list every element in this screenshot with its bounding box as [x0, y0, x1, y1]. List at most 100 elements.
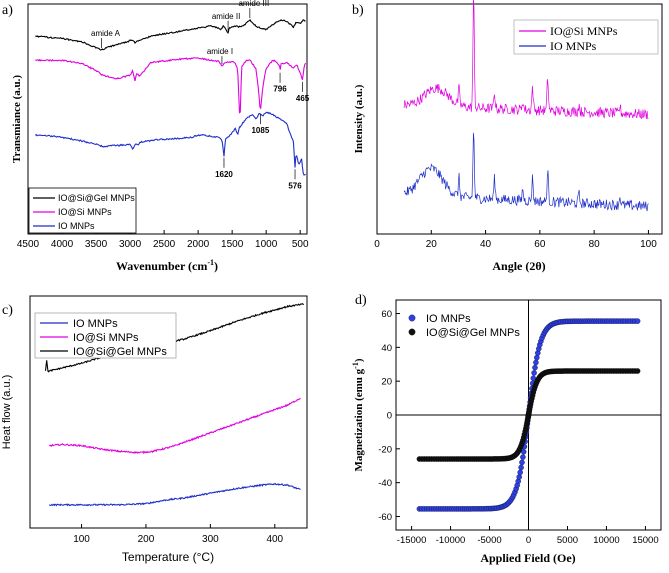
panel-a-legend-label-1: IO@Si MNPs [58, 207, 112, 217]
panel-d-point-1-140 [634, 368, 641, 374]
panel-b-legend-label-1: IO MNPs [550, 39, 597, 53]
panel-a: a) 4500 4000 3500 3000 2500 2000 1500 1000 500 a… [2, 0, 310, 273]
panel-b-frame [376, 3, 663, 235]
panel-b-x-tick-label-1: 20 [426, 239, 438, 250]
panel-c-xlabel: Temperature (°C) [122, 550, 214, 564]
panel-d-series [416, 318, 641, 512]
panel-b-x-tick-label-5: 100 [640, 239, 657, 250]
panel-b-x-ticks: 0 20 40 60 80 100 [374, 230, 657, 250]
panel-a-legend: IO@Si@Gel MNPs IO@Si MNPs IO MNPs [28, 187, 137, 234]
panel-d-legend: IO MNPs IO@Si@Gel MNPs [408, 313, 520, 339]
panel-a-x-tick-label-3: 3000 [119, 239, 142, 250]
panel-d-y-tick-label-3: 0 [387, 411, 392, 422]
panel-a-x-tick-label-1: 4000 [51, 239, 74, 250]
panel-b-x-tick-label-4: 80 [589, 239, 601, 250]
panel-b-label: b) [352, 3, 364, 18]
panel-c-x-tick-label-3: 400 [266, 534, 283, 545]
panel-a-x-tick-label-7: 1000 [255, 239, 278, 250]
panel-d-y-tick-label-4: 20 [381, 377, 392, 388]
panel-a-line-io-si-gel-mnps [35, 19, 306, 51]
panel-c-line-io-si-mnps [48, 397, 301, 455]
panel-a-annotation-5: 796 [273, 85, 287, 94]
panel-c-x-tick-label-2: 300 [202, 534, 219, 545]
panel-a-legend-label-0: IO@Si@Gel MNPs [58, 193, 135, 203]
panel-d-y-tick-label-2: -20 [378, 444, 392, 455]
panel-b-x-tick-label-0: 0 [374, 239, 380, 250]
panel-a-line-io-mnps [34, 111, 306, 176]
panel-d-point-0-82 [532, 364, 538, 371]
panel-b-line-io-mnps [403, 132, 649, 212]
panel-b-x-tick-label-3: 60 [534, 239, 546, 250]
panel-b-legend-label-0: IO@Si MNPs [550, 24, 618, 38]
panel-c-frame [29, 295, 308, 529]
panel-a-ylabel: Transmiance (a.u.) [11, 75, 23, 163]
panel-d-y-tick-label-6: 60 [381, 309, 392, 320]
panel-b-line-io-si-mnps [403, 0, 649, 120]
panel-a-label: a) [2, 3, 13, 18]
panel-a-x-tick-label-8: 500 [292, 239, 309, 250]
panel-a-annotation-0: amide A [91, 29, 121, 38]
panel-d: d) -15000 -10000 -5000 0 5000 10000 15000 -60 -4… [351, 293, 662, 565]
panel-c-line-io-mnps [48, 482, 301, 507]
panel-a-annotation-2: amide III [238, 0, 269, 8]
panel-d-y-tick-label-5: 40 [381, 343, 392, 354]
panel-c-legend-label-1: IO@Si MNPs [73, 332, 139, 344]
panel-d-point-0-55 [516, 474, 522, 480]
panel-d-label: d) [355, 293, 367, 308]
panel-c-legend: IO MNPs IO@Si MNPs IO@Si@Gel MNPs [34, 312, 177, 359]
panel-a-x-tick-label-4: 2500 [153, 239, 176, 250]
panel-d-ylabel: Magnetization (emu g-1) [351, 358, 365, 471]
panel-a-annotation-7: 1620 [215, 170, 233, 179]
panel-a-annotation-3: amide I [207, 47, 233, 56]
panel-d-point-0-56 [517, 469, 523, 476]
panel-b-series [403, 0, 649, 212]
panel-c-x-tick-label-1: 200 [138, 534, 155, 545]
panel-d-legend-label-0: IO MNPs [426, 313, 471, 325]
panel-c-label: c) [2, 303, 13, 318]
panel-d-x-tick-label-5: 10000 [593, 535, 619, 546]
panel-c-x-ticks: 100 200 300 400 [73, 524, 284, 545]
panel-d-point-0-81 [531, 370, 537, 376]
panel-d-y-tick-label-1: -40 [378, 478, 392, 489]
panel-a-annotation-6: 465 [296, 94, 310, 103]
panel-b-xlabel: Angle (2θ) [492, 259, 545, 273]
panel-c-ylabel: Heat flow (a.u.) [1, 375, 13, 450]
panel-d-point-0-57 [518, 464, 524, 471]
panel-a-frame [27, 3, 308, 235]
panel-b-x-tick-label-2: 40 [480, 239, 492, 250]
panel-a-x-tick-label-6: 1500 [221, 239, 244, 250]
panel-d-x-tick-label-4: 5000 [557, 535, 578, 546]
panel-a-annotation-4: 1085 [251, 126, 269, 135]
panel-a-annotation-1: amide II [212, 12, 240, 21]
panel-a-x-tick-label-2: 3500 [85, 239, 108, 250]
panel-d-point-0-58 [519, 459, 525, 466]
panel-a-x-tick-label-0: 4500 [17, 239, 40, 250]
panel-d-point-0-59 [520, 454, 526, 460]
panel-a-annotations: amide A amide II amide III amide I 1085 796 46… [91, 0, 310, 190]
panel-d-point-0-83 [533, 359, 539, 366]
panel-d-x-tick-label-1: -10000 [436, 535, 466, 546]
panel-d-legend-label-1: IO@Si@Gel MNPs [426, 327, 520, 339]
panel-a-x-tick-label-5: 2000 [187, 239, 210, 250]
panel-c-legend-label-0: IO MNPs [73, 318, 118, 330]
panel-a-annotation-8: 576 [288, 181, 302, 190]
panel-c-legend-label-2: IO@Si@Gel MNPs [73, 346, 167, 358]
panel-a-x-ticks: 4500 4000 3500 3000 2500 2000 1500 1000 500 [17, 230, 309, 250]
panel-d-xlabel: Applied Field (Oe) [480, 551, 575, 565]
panel-a-legend-label-2: IO MNPs [58, 221, 95, 231]
panel-d-y-tick-label-0: -60 [378, 512, 392, 523]
panel-d-legend-marker-1 [408, 328, 416, 336]
panel-b-legend: IO@Si MNPs IO MNPs [513, 19, 659, 55]
panel-c-x-tick-label-0: 100 [73, 534, 90, 545]
panel-d-x-tick-label-3: 0 [526, 535, 531, 546]
panel-a-line-io-si-mnps [35, 57, 307, 114]
panel-a-xlabel: Wavenumber (cm-1) [116, 258, 218, 273]
panel-b: b) 0 20 40 60 80 100 IO@Si MNPs IO MNPs Inten… [352, 0, 663, 273]
panel-d-x-tick-label-0: -15000 [397, 535, 427, 546]
panel-c: c) 100 200 300 400 IO MNPs IO@Si MNPs IO@Si… [1, 295, 308, 564]
panel-a-series [34, 19, 307, 176]
panel-b-legend-box [513, 19, 659, 55]
panel-d-x-tick-label-2: -5000 [477, 535, 501, 546]
